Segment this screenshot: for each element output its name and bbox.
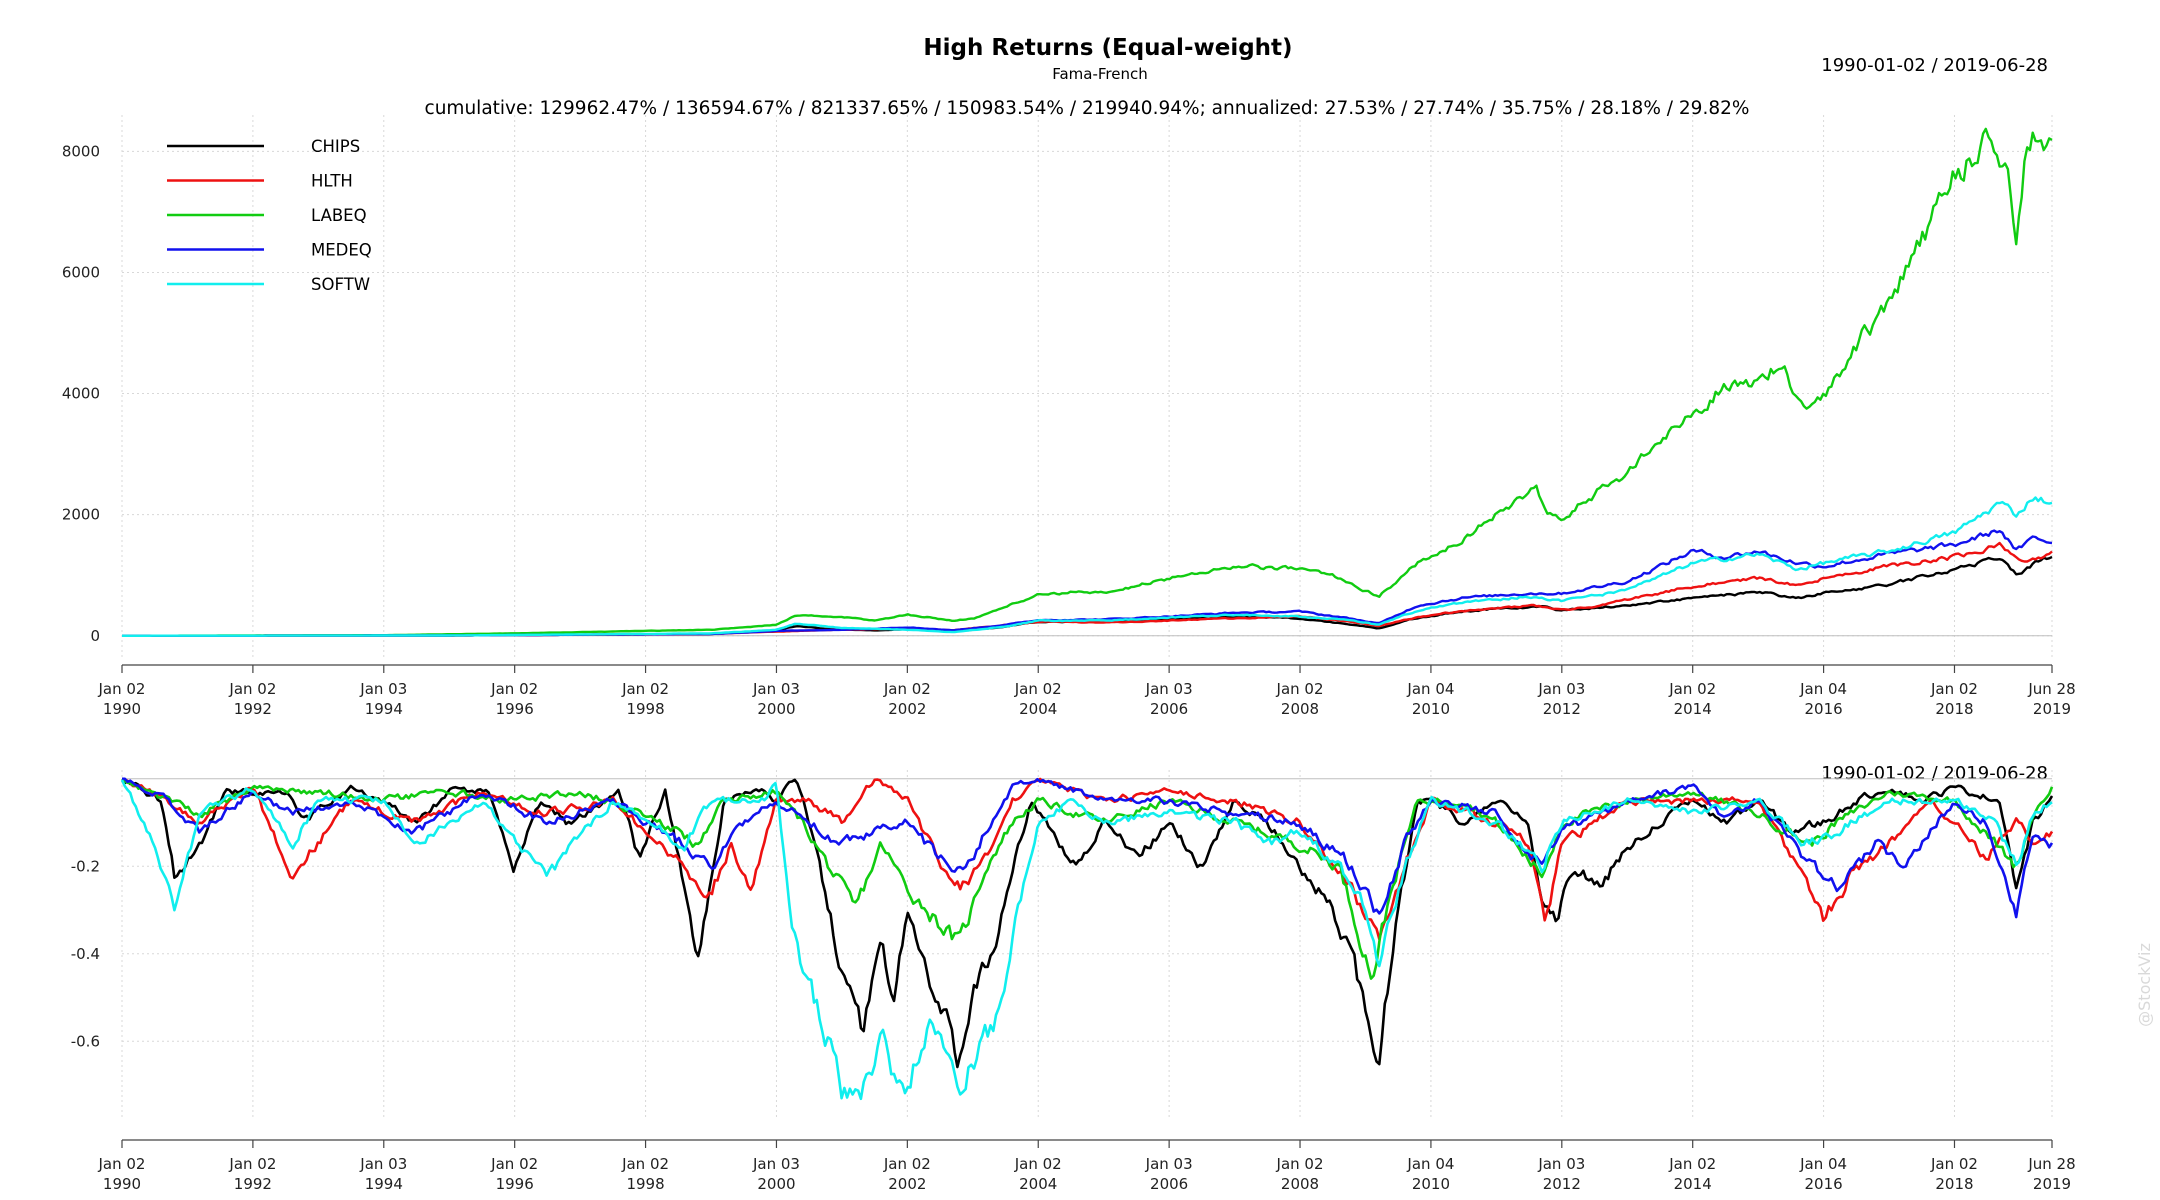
- drawdown-x-tick-label: Jan 02: [490, 1155, 538, 1173]
- cumulative-x-tick-year: 2004: [1019, 700, 1057, 718]
- drawdown-x-tick-year: 2012: [1543, 1175, 1581, 1193]
- drawdown-x-tick-year: 1996: [496, 1175, 534, 1193]
- drawdown-x-tick-year: 2004: [1019, 1175, 1057, 1193]
- cumulative-x-tick-label: Jan 02: [621, 680, 669, 698]
- cumulative-y-tick-label: 6000: [62, 263, 100, 281]
- drawdown-x-tick-year: 2010: [1412, 1175, 1450, 1193]
- cumulative-y-tick-label: 0: [90, 627, 100, 645]
- legend-label-labeq: LABEQ: [311, 206, 367, 225]
- cumulative-y-tick-label: 8000: [62, 142, 100, 160]
- drawdown-x-tick-label: Jan 02: [228, 1155, 276, 1173]
- drawdown-x-tick-label: Jan 03: [1145, 1155, 1193, 1173]
- drawdown-x-tick-year: 2000: [757, 1175, 795, 1193]
- drawdown-x-tick-year: 2018: [1935, 1175, 1973, 1193]
- drawdown-x-tick-year: 2008: [1281, 1175, 1319, 1193]
- drawdown-y-tick-label: -0.4: [71, 945, 100, 963]
- cumulative-x-tick-label: Jan 02: [1930, 680, 1978, 698]
- chart-title: High Returns (Equal-weight): [923, 35, 1292, 61]
- cumulative-y-tick-label: 2000: [62, 506, 100, 524]
- cumulative-x-tick-year: 1998: [626, 700, 664, 718]
- drawdown-x-tick-year: 2014: [1674, 1175, 1712, 1193]
- series-line-chips-drawdown: [121, 778, 2054, 1069]
- cumulative-x-tick-label: Jan 03: [359, 680, 407, 698]
- cumulative-x-tick-year: 2002: [888, 700, 926, 718]
- cumulative-x-tick-year: 2019: [2033, 700, 2071, 718]
- date-range-bottom: 1990-01-02 / 2019-06-28: [1821, 763, 2048, 784]
- legend-label-hlth: HLTH: [311, 172, 353, 191]
- drawdown-x-tick-year: 2006: [1150, 1175, 1188, 1193]
- series-line-medeq-drawdown: [122, 777, 2054, 919]
- cumulative-x-tick-label: Jan 02: [98, 680, 146, 698]
- cumulative-x-tick-year: 1994: [365, 700, 403, 718]
- cumulative-x-tick-year: 2016: [1805, 700, 1843, 718]
- drawdown-x-tick-label: Jan 02: [1276, 1155, 1324, 1173]
- drawdown-x-tick-label: Jan 02: [1930, 1155, 1978, 1173]
- cumulative-x-tick-year: 2014: [1674, 700, 1712, 718]
- drawdown-x-tick-label: Jan 02: [98, 1155, 146, 1173]
- cumulative-x-tick-year: 2010: [1412, 700, 1450, 718]
- legend: CHIPS HLTH LABEQ MEDEQ SOFTW: [167, 137, 372, 294]
- drawdown-panel: -0.6 -0.4 -0.2 Jan 02 1990 Jan 02 1992 Jan 03 19…: [71, 770, 2076, 1193]
- series-line-hlth-drawdown: [121, 777, 2054, 941]
- cumulative-x-tick-label: Jan 02: [883, 680, 931, 698]
- drawdown-y-tick-label: -0.6: [71, 1032, 100, 1050]
- cumulative-x-tick-year: 1992: [234, 700, 272, 718]
- cumulative-x-tick-label: Jan 02: [1668, 680, 1716, 698]
- drawdown-x-tick-label: Jan 03: [359, 1155, 407, 1173]
- drawdown-x-tick-year: 1992: [234, 1175, 272, 1193]
- cumulative-x-tick-label: Jan 04: [1799, 680, 1847, 698]
- legend-label-chips: CHIPS: [311, 137, 360, 156]
- stats-line: cumulative: 129962.47% / 136594.67% / 82…: [425, 98, 1750, 119]
- cumulative-x-tick-label: Jan 02: [1276, 680, 1324, 698]
- drawdown-x-tick-label: Jan 02: [1014, 1155, 1062, 1173]
- series-line-softw-cumulative: [122, 496, 2053, 637]
- cumulative-x-tick-year: 1990: [103, 700, 141, 718]
- legend-label-medeq: MEDEQ: [311, 241, 372, 260]
- legend-label-softw: SOFTW: [311, 275, 370, 294]
- series-line-labeq-cumulative: [122, 127, 2053, 637]
- cumulative-panel: 0 2000 4000 6000 8000 Jan 02 1990 Jan 02 1992 Jan…: [62, 115, 2076, 718]
- drawdown-x-tick-year: 2019: [2033, 1175, 2071, 1193]
- cumulative-x-tick-label: Jan 03: [752, 680, 800, 698]
- cumulative-x-tick-year: 2012: [1543, 700, 1581, 718]
- drawdown-x-tick-label: Jan 04: [1799, 1155, 1847, 1173]
- cumulative-x-tick-year: 2018: [1935, 700, 1973, 718]
- cumulative-x-tick-year: 2006: [1150, 700, 1188, 718]
- drawdown-x-tick-label: Jan 02: [1668, 1155, 1716, 1173]
- drawdown-x-tick-year: 1990: [103, 1175, 141, 1193]
- series-line-hlth-cumulative: [122, 541, 2053, 637]
- cumulative-y-tick-label: 4000: [62, 385, 100, 403]
- date-range-top: 1990-01-02 / 2019-06-28: [1821, 55, 2048, 76]
- drawdown-x-tick-year: 1994: [365, 1175, 403, 1193]
- drawdown-x-tick-label: Jan 04: [1406, 1155, 1454, 1173]
- cumulative-x-tick-label: Jan 03: [1537, 680, 1585, 698]
- drawdown-y-tick-label: -0.2: [71, 857, 100, 875]
- watermark: @StockViz: [2135, 943, 2154, 1027]
- cumulative-x-tick-label: Jan 04: [1406, 680, 1454, 698]
- drawdown-x-tick-year: 2016: [1805, 1175, 1843, 1193]
- cumulative-x-tick-label: Jan 03: [1145, 680, 1193, 698]
- cumulative-x-tick-label: Jun 28: [2027, 680, 2075, 698]
- drawdown-x-tick-label: Jan 03: [1537, 1155, 1585, 1173]
- drawdown-x-tick-label: Jan 02: [621, 1155, 669, 1173]
- drawdown-x-tick-year: 2002: [888, 1175, 926, 1193]
- drawdown-x-tick-year: 1998: [626, 1175, 664, 1193]
- cumulative-x-tick-year: 2008: [1281, 700, 1319, 718]
- cumulative-x-tick-year: 2000: [757, 700, 795, 718]
- series-line-chips-cumulative: [122, 555, 2053, 637]
- drawdown-x-tick-label: Jan 03: [752, 1155, 800, 1173]
- drawdown-x-tick-label: Jun 28: [2027, 1155, 2075, 1173]
- cumulative-x-tick-label: Jan 02: [490, 680, 538, 698]
- cumulative-x-tick-label: Jan 02: [1014, 680, 1062, 698]
- drawdown-x-tick-label: Jan 02: [883, 1155, 931, 1173]
- cumulative-x-tick-label: Jan 02: [228, 680, 276, 698]
- series-line-softw-drawdown: [120, 779, 2053, 1101]
- cumulative-x-tick-year: 1996: [496, 700, 534, 718]
- chart-subtitle: Fama-French: [1052, 65, 1148, 83]
